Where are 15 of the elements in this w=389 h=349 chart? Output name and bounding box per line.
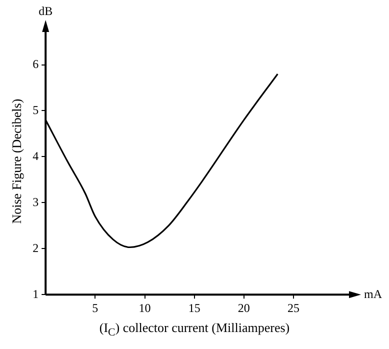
text: dB bbox=[38, 4, 53, 18]
y-tick-label: 5 bbox=[32, 102, 39, 117]
x-tick-label: 20 bbox=[238, 300, 250, 315]
y-tick-label: 1 bbox=[32, 286, 39, 301]
x-tick-label: 15 bbox=[188, 300, 200, 315]
y-tick-label: 6 bbox=[32, 56, 39, 71]
x-tick-label: 25 bbox=[288, 300, 300, 315]
x-tick-label: 10 bbox=[138, 300, 151, 315]
text: mA bbox=[364, 286, 382, 301]
x-tick-label: 5 bbox=[92, 300, 98, 315]
y-tick-label: 2 bbox=[32, 240, 39, 255]
x-axis-title: (I$_{C}$) collector current (Milliamperes) bbox=[98, 320, 291, 339]
y-tick-label: 4 bbox=[32, 148, 39, 163]
y-tick-label: 3 bbox=[32, 194, 39, 209]
y-axis-title: Noise Figure (Decibels) bbox=[9, 98, 24, 224]
